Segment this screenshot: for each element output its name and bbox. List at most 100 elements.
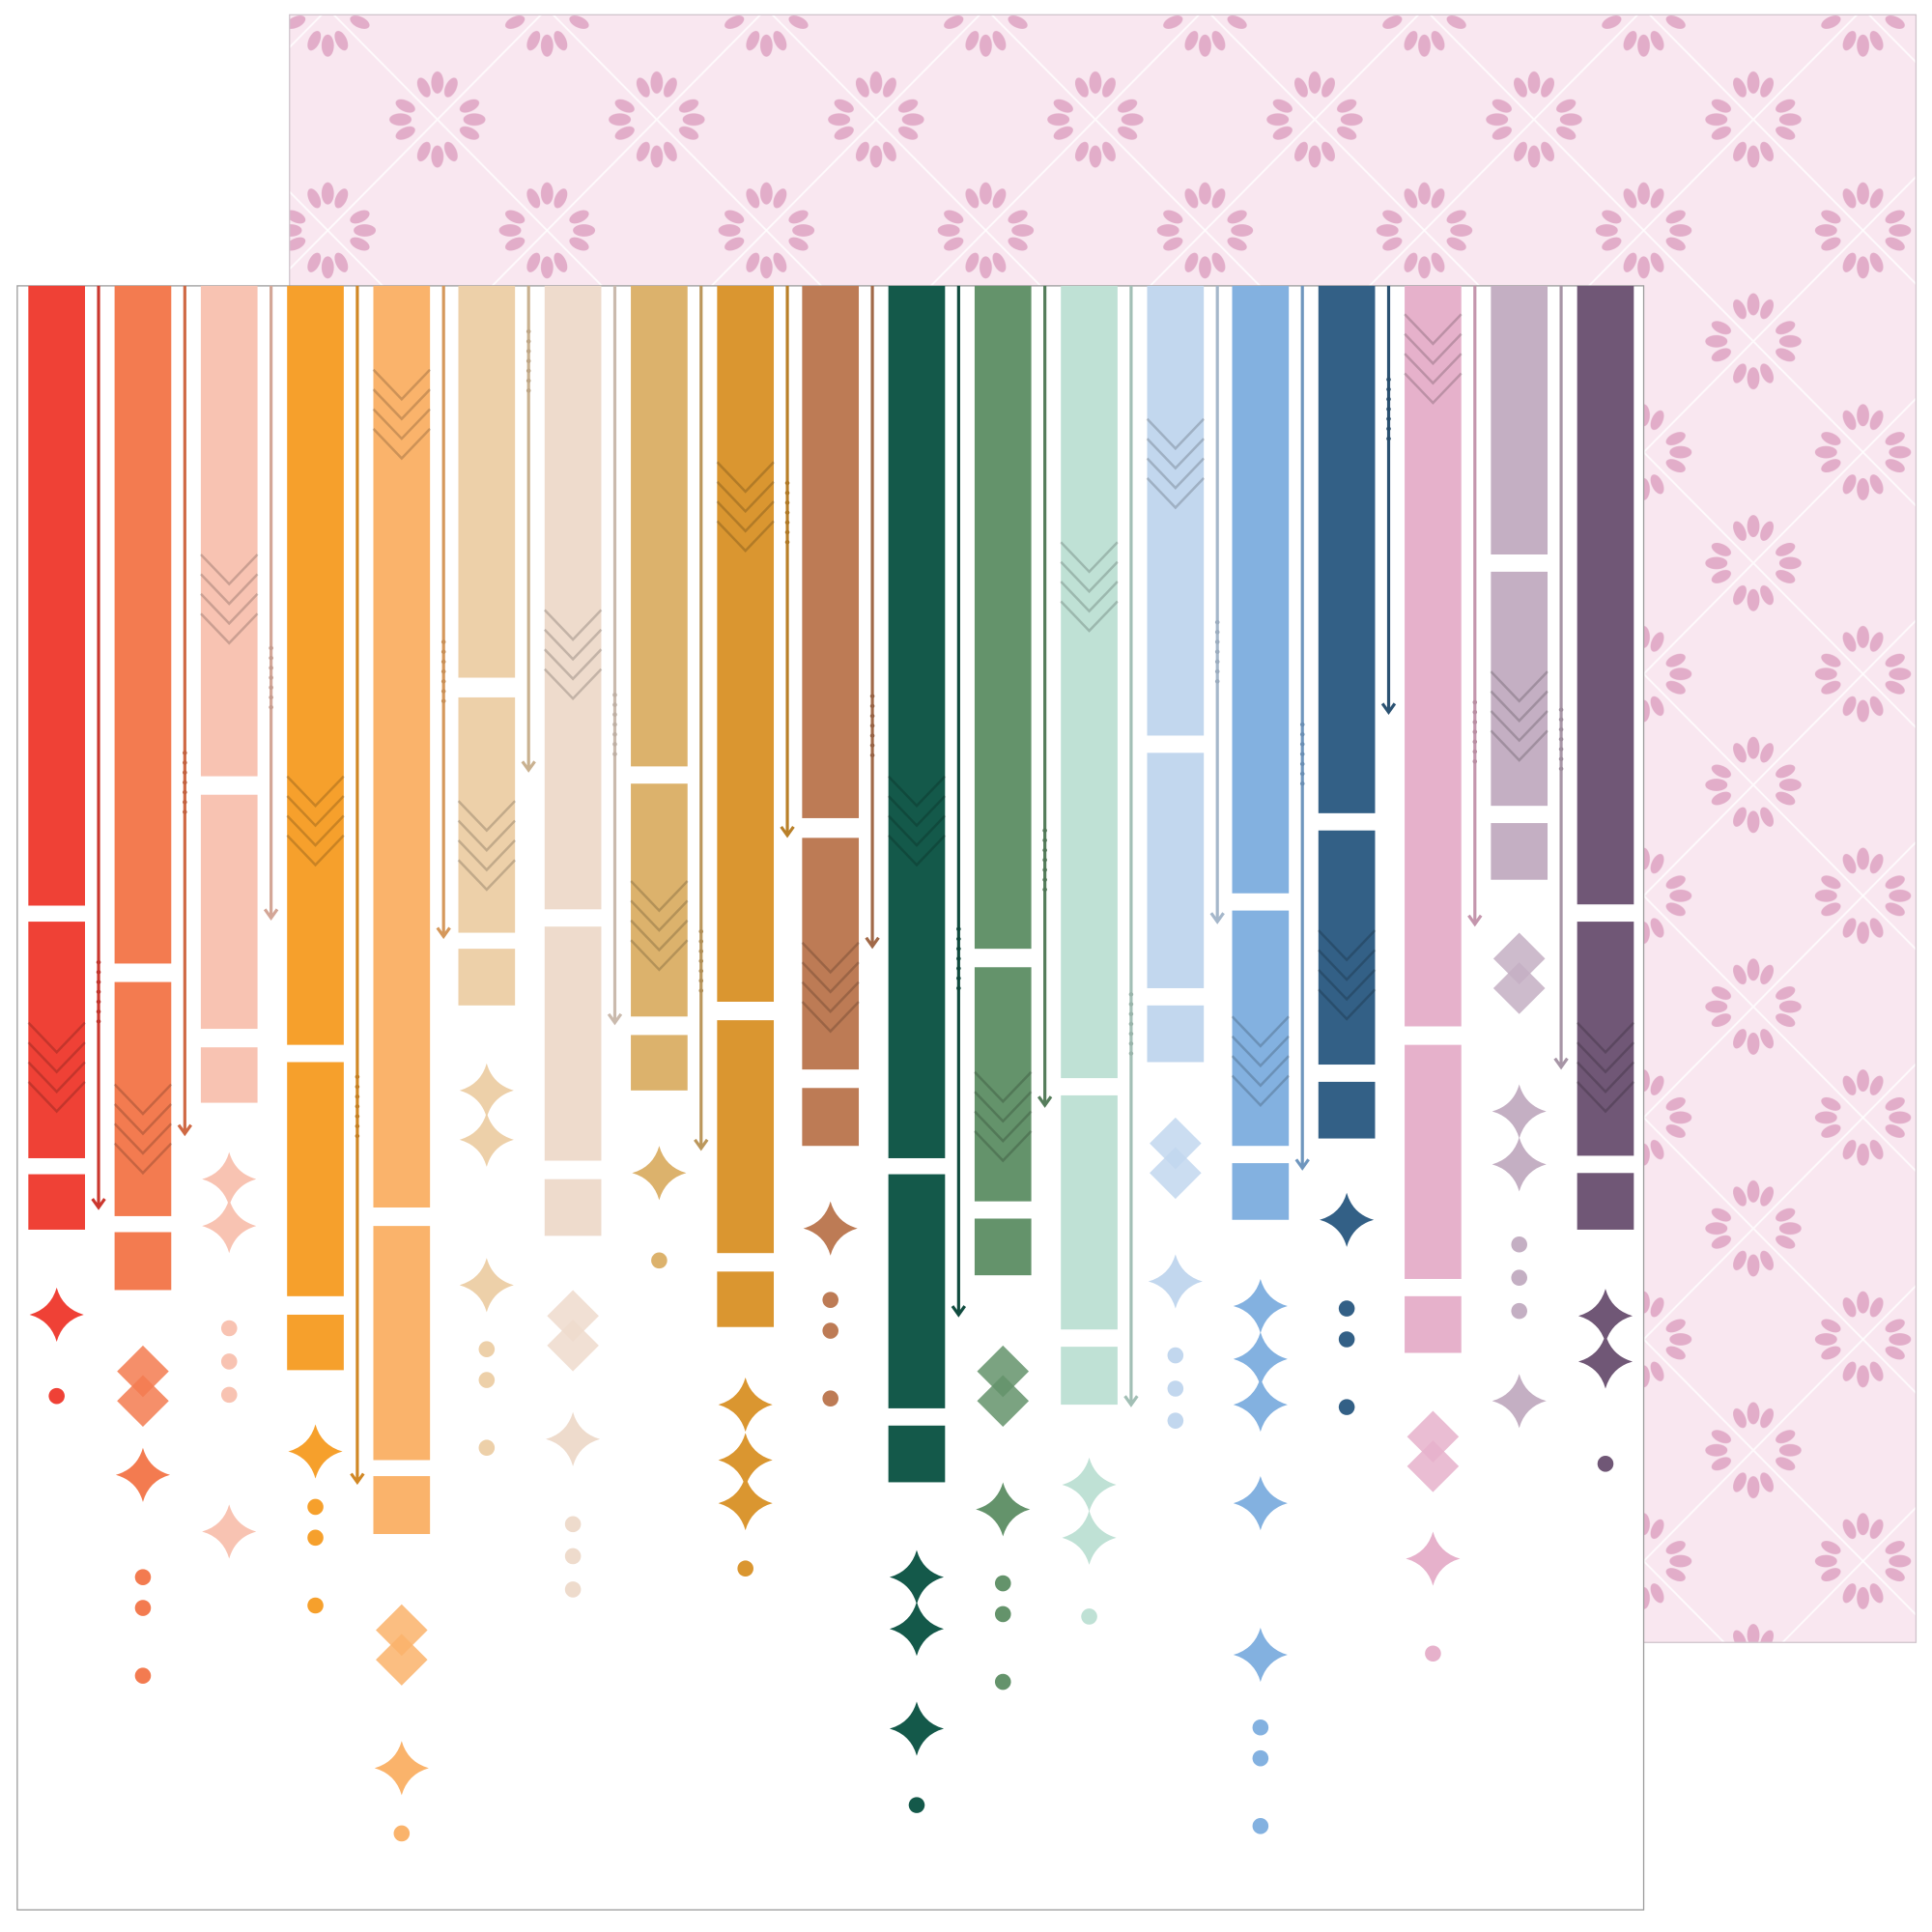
chevron (113, 1142, 173, 1176)
stripe-segment (114, 1232, 172, 1291)
stripe-segment (974, 285, 1032, 950)
arrow-dot (1299, 771, 1305, 777)
arrow-dot (1386, 426, 1391, 432)
arrow-dot (784, 490, 790, 496)
arrow-dot (183, 751, 187, 755)
chevron (630, 939, 689, 972)
stripe-column (974, 285, 1053, 1690)
chevron (887, 814, 947, 847)
dot (651, 1252, 668, 1269)
arrow-dot (1299, 742, 1305, 747)
arrow-dot (612, 742, 617, 747)
stripe-segment (888, 285, 946, 1158)
arrow-dot (956, 966, 961, 971)
arrow-dot (355, 1133, 360, 1139)
sparkle (718, 1433, 773, 1488)
stripe-column (801, 285, 880, 1406)
stripe-segment (1577, 1173, 1634, 1230)
chevron (27, 1041, 86, 1074)
arrow-dot (355, 1114, 360, 1119)
stripe-segment (373, 1226, 431, 1461)
arrow-dot (183, 760, 187, 765)
arrow-dot (355, 1123, 360, 1129)
arrow-dot (269, 666, 273, 670)
sparkle (115, 1447, 171, 1502)
stripe-segment (888, 1425, 946, 1483)
arrow-dot (1558, 717, 1564, 723)
sparkle (632, 1146, 687, 1201)
arrow-head (1209, 912, 1225, 924)
arrow-dot (1214, 679, 1220, 684)
chevron (1060, 541, 1119, 574)
arrow-dot (698, 939, 704, 944)
stripe-column (1576, 285, 1635, 1472)
arrow-head (350, 1472, 365, 1486)
arrow-dot (1558, 747, 1564, 752)
chevron (716, 480, 775, 514)
chevron (457, 800, 517, 833)
arrow-dot (440, 668, 446, 674)
stripe-segment (1405, 1044, 1462, 1279)
stripe-segment (458, 696, 516, 933)
arrow-dot (1386, 377, 1391, 383)
arrow-head (865, 936, 880, 950)
stripe-column (543, 285, 623, 1598)
arrow-dot (1128, 1011, 1134, 1017)
arrow-dot (1558, 766, 1564, 772)
arrow-dot (698, 958, 704, 964)
arrow-head (1380, 702, 1397, 715)
dot (307, 1529, 324, 1547)
chevron (543, 609, 603, 641)
stripe-segment (1577, 285, 1634, 905)
stripe-segment (1491, 823, 1548, 880)
chevron (1317, 929, 1377, 962)
dot (1081, 1608, 1097, 1625)
dot (478, 1439, 496, 1457)
chevron (1404, 372, 1463, 405)
stripe-column (630, 285, 709, 1269)
arrow-dot (784, 529, 790, 535)
arrow-head (607, 1012, 623, 1026)
chevron (1576, 1061, 1635, 1094)
arrow-dot (96, 999, 101, 1005)
arrow-dot (1128, 1031, 1134, 1037)
dot (478, 1341, 496, 1357)
chevron (716, 500, 775, 533)
arrow-dot (183, 810, 187, 814)
dot (1425, 1645, 1441, 1662)
arrow-dot (1214, 619, 1220, 625)
dot (1511, 1236, 1527, 1253)
stripe-segment (1147, 285, 1205, 736)
arrow-dot (698, 928, 704, 934)
chevron (199, 592, 259, 626)
dot (1511, 1269, 1527, 1286)
stripe-segment (200, 1047, 258, 1103)
arrow-dot (1299, 722, 1305, 727)
sparkle (1577, 1334, 1634, 1389)
chevron (543, 648, 603, 681)
dot (822, 1322, 838, 1339)
dot (564, 1548, 582, 1565)
chevron (1490, 690, 1548, 724)
dot (220, 1320, 238, 1337)
arrow-dot (1386, 416, 1391, 421)
sparkle (459, 1258, 514, 1313)
stripe-column (199, 285, 279, 1559)
sparkle (1492, 1374, 1547, 1429)
sparkle (1233, 1378, 1288, 1433)
arrow-dot (440, 689, 446, 694)
chevron (372, 408, 432, 440)
dot (1252, 1719, 1269, 1736)
arrow-dot (1386, 436, 1391, 441)
chevron (286, 834, 345, 867)
dot (1252, 1749, 1269, 1767)
chevron (1317, 988, 1377, 1021)
chevron (1060, 560, 1119, 594)
arrow-dot (612, 752, 617, 756)
chevron (1576, 1041, 1635, 1074)
diamond (376, 1634, 428, 1686)
arrow-dot (1558, 726, 1564, 732)
arrow-dot (526, 339, 531, 344)
stripe-column (1490, 285, 1569, 1429)
arrow-dot (440, 659, 446, 665)
